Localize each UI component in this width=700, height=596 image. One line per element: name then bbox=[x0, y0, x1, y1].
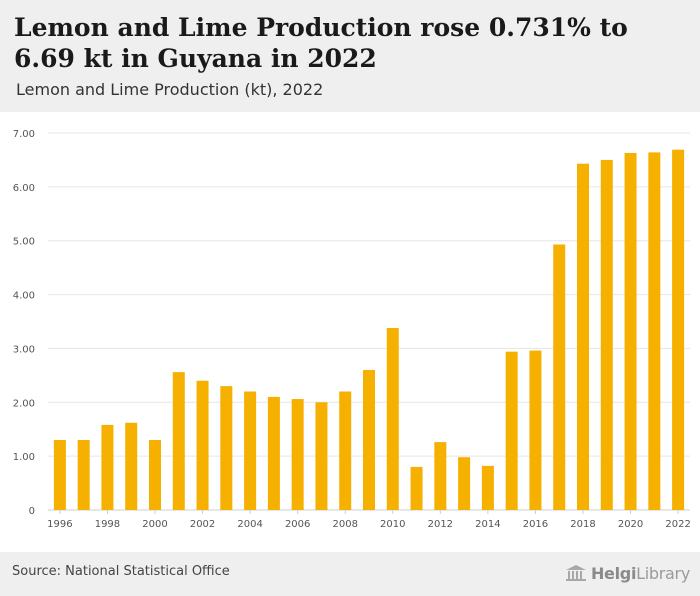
bar-chart: 0 1.00 2.00 3.00 4.00 5.00 6.00 7.00 1996 1998 20… bbox=[13, 129, 691, 530]
bar-2008 bbox=[339, 391, 352, 510]
y-tick-label: 0 bbox=[29, 506, 35, 517]
bar-2017 bbox=[553, 244, 566, 510]
bar-2014 bbox=[481, 465, 494, 510]
x-tick-label: 2014 bbox=[475, 519, 500, 530]
bar-2004 bbox=[244, 391, 257, 510]
bar-2021 bbox=[648, 152, 661, 510]
bars bbox=[53, 149, 685, 511]
helgilibrary-logo: HelgiLibrary bbox=[565, 560, 690, 586]
x-tick-label: 1996 bbox=[47, 519, 72, 530]
x-tick-label: 2000 bbox=[142, 519, 167, 530]
y-tick-label: 5.00 bbox=[13, 237, 35, 248]
x-tick-label: 2012 bbox=[428, 519, 453, 530]
chart-title: Lemon and Lime Production rose 0.731% to… bbox=[14, 13, 628, 73]
y-tick-label: 7.00 bbox=[13, 129, 35, 140]
header-band: Lemon and Lime Production rose 0.731% to… bbox=[0, 0, 700, 112]
bar-2020 bbox=[624, 152, 637, 511]
footer-band: Source: National Statistical Office Helg… bbox=[0, 552, 700, 596]
x-tick-label: 2002 bbox=[190, 519, 215, 530]
x-tick-label: 1998 bbox=[95, 519, 120, 530]
y-axis-ticks: 0 1.00 2.00 3.00 4.00 5.00 6.00 7.00 bbox=[13, 129, 35, 517]
bar-1998 bbox=[101, 424, 114, 510]
x-tick-label: 2010 bbox=[380, 519, 405, 530]
chart-subtitle: Lemon and Lime Production (kt), 2022 bbox=[16, 80, 324, 99]
x-tick-label: 2004 bbox=[237, 519, 262, 530]
x-axis-ticks: 1996 1998 2000 2002 2004 2006 2008 2010 2012 2014… bbox=[47, 510, 691, 530]
bar-2010 bbox=[386, 327, 399, 510]
x-tick-label: 2016 bbox=[523, 519, 548, 530]
x-tick-label: 2008 bbox=[332, 519, 357, 530]
bar-2012 bbox=[434, 442, 447, 510]
bar-2000 bbox=[149, 439, 161, 510]
bar-2002 bbox=[196, 380, 209, 510]
bar-2019 bbox=[600, 159, 613, 510]
bar-1999 bbox=[125, 422, 138, 510]
x-tick-label: 2018 bbox=[570, 519, 595, 530]
bar-2006 bbox=[291, 399, 304, 510]
y-tick-label: 6.00 bbox=[13, 183, 35, 194]
bar-2016 bbox=[529, 350, 542, 510]
y-tick-label: 1.00 bbox=[13, 452, 35, 463]
bar-2018 bbox=[577, 163, 589, 510]
bar-2022 bbox=[672, 149, 685, 510]
bar-2001 bbox=[172, 372, 185, 510]
y-tick-label: 3.00 bbox=[13, 344, 35, 355]
source-note: Source: National Statistical Office bbox=[12, 564, 230, 579]
bar-1996 bbox=[53, 439, 66, 510]
x-tick-label: 2006 bbox=[285, 519, 310, 530]
y-tick-label: 2.00 bbox=[13, 398, 35, 409]
logo-text: HelgiLibrary bbox=[590, 563, 690, 583]
library-building-icon bbox=[565, 565, 586, 581]
bar-2003 bbox=[220, 386, 233, 510]
bar-2007 bbox=[315, 402, 328, 510]
bar-1997 bbox=[77, 439, 90, 510]
y-tick-label: 4.00 bbox=[13, 291, 35, 302]
bar-2015 bbox=[505, 351, 518, 510]
bar-2005 bbox=[267, 396, 280, 510]
x-tick-label: 2020 bbox=[618, 519, 643, 530]
x-tick-label: 2022 bbox=[665, 519, 690, 530]
bar-2013 bbox=[458, 457, 471, 510]
bar-2009 bbox=[363, 369, 375, 510]
bar-2011 bbox=[410, 466, 423, 510]
